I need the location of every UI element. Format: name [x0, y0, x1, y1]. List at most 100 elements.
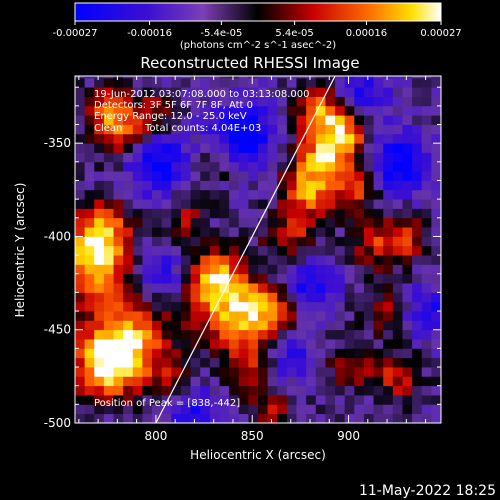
heatmap-cell [286, 311, 297, 321]
heatmap-cell [363, 395, 374, 405]
heatmap-cell [248, 208, 259, 219]
heatmap-cell [142, 199, 153, 209]
heatmap-cell [431, 413, 441, 423]
heatmap-cell [373, 357, 384, 368]
heatmap-cell [363, 124, 374, 135]
heatmap-cell [161, 301, 172, 312]
heatmap-cell [190, 152, 201, 163]
heatmap-cell [286, 292, 297, 303]
heatmap-cell [402, 189, 413, 200]
heatmap-cell [258, 367, 269, 377]
heatmap-cell [392, 395, 403, 405]
heatmap-cell [421, 357, 432, 368]
heatmap-cell [171, 273, 182, 284]
heatmap-cell [402, 413, 413, 423]
heatmap-cell [219, 208, 230, 219]
heatmap-cell [171, 96, 182, 107]
heatmap-cell [421, 180, 432, 191]
heatmap-cell [392, 236, 403, 247]
heatmap-cell [248, 292, 259, 303]
heatmap-cell [421, 152, 432, 163]
heatmap-cell [113, 245, 124, 256]
heatmap-cell [103, 152, 114, 163]
heatmap-cell [238, 217, 249, 228]
heatmap-cell [306, 152, 317, 163]
heatmap-cell [306, 311, 317, 321]
heatmap-cell [335, 199, 346, 209]
heatmap-cell [103, 87, 114, 97]
heatmap-cell [209, 320, 220, 331]
heatmap-cell [306, 357, 317, 368]
heatmap-cell [132, 301, 143, 312]
heatmap-cell [258, 96, 269, 107]
heatmap-cell [171, 227, 182, 237]
heatmap-cell [373, 255, 384, 265]
heatmap-cell [286, 77, 297, 88]
heatmap-cell [229, 376, 240, 387]
annotation-detectors: Detectors: 3F 5F 6F 7F 8F, Att 0 [94, 100, 253, 111]
heatmap-cell [123, 133, 134, 144]
heatmap-cell [258, 217, 269, 228]
heatmap-cell [180, 96, 191, 107]
heatmap-cell [315, 143, 326, 153]
heatmap-cell [325, 208, 336, 219]
heatmap-cell [383, 77, 394, 88]
heatmap-cell [219, 264, 230, 275]
heatmap-cell [103, 292, 114, 303]
heatmap-cell [431, 367, 441, 377]
heatmap-cell [75, 245, 86, 256]
heatmap-cell [296, 329, 307, 340]
heatmap-cell [402, 180, 413, 191]
heatmap-cell [152, 311, 163, 321]
heatmap-cell [180, 292, 191, 303]
heatmap-cell [209, 273, 220, 284]
heatmap-cell [152, 264, 163, 275]
heatmap-cell [180, 171, 191, 181]
heatmap-cell [344, 124, 355, 135]
heatmap-cell [238, 189, 249, 200]
heatmap-cell [258, 133, 269, 144]
heatmap-cell [161, 245, 172, 256]
heatmap-cell [94, 320, 105, 331]
heatmap-cell [171, 124, 182, 135]
heatmap-cell [315, 124, 326, 135]
heatmap-cell [113, 376, 124, 387]
heatmap-cell [258, 115, 269, 125]
heatmap-cell [238, 76, 249, 79]
heatmap-cell [258, 245, 269, 256]
heatmap-cell [258, 413, 269, 423]
heatmap-cell [209, 77, 220, 88]
heatmap-cell [200, 273, 211, 284]
heatmap-cell [171, 189, 182, 200]
heatmap-cell [152, 189, 163, 200]
heatmap-cell [75, 133, 86, 144]
heatmap-cell [248, 143, 259, 153]
heatmap-cell [277, 329, 288, 340]
heatmap-cell [132, 96, 143, 107]
heatmap-cell [421, 217, 432, 228]
heatmap-cell [209, 143, 220, 153]
heatmap-cell [180, 367, 191, 377]
heatmap-cell [315, 217, 326, 228]
heatmap-cell [190, 395, 201, 405]
heatmap-cell [306, 320, 317, 331]
heatmap-cell [161, 180, 172, 191]
heatmap-cell [344, 199, 355, 209]
heatmap-cell [267, 264, 278, 275]
heatmap-cell [200, 236, 211, 247]
heatmap-cell [200, 189, 211, 200]
heatmap-cell [161, 311, 172, 321]
heatmap-cell [161, 115, 172, 125]
heatmap-cell [180, 105, 191, 116]
heatmap-cell [325, 76, 336, 79]
heatmap-cell [354, 320, 365, 331]
heatmap-cell [113, 385, 124, 396]
heatmap-cell [363, 87, 374, 97]
heatmap-cell [75, 180, 86, 191]
heatmap-cell [335, 76, 346, 79]
heatmap-cell [171, 311, 182, 321]
heatmap-cell [383, 264, 394, 275]
heatmap-cell [402, 348, 413, 359]
heatmap-cell [248, 357, 259, 368]
heatmap-cell [267, 96, 278, 107]
